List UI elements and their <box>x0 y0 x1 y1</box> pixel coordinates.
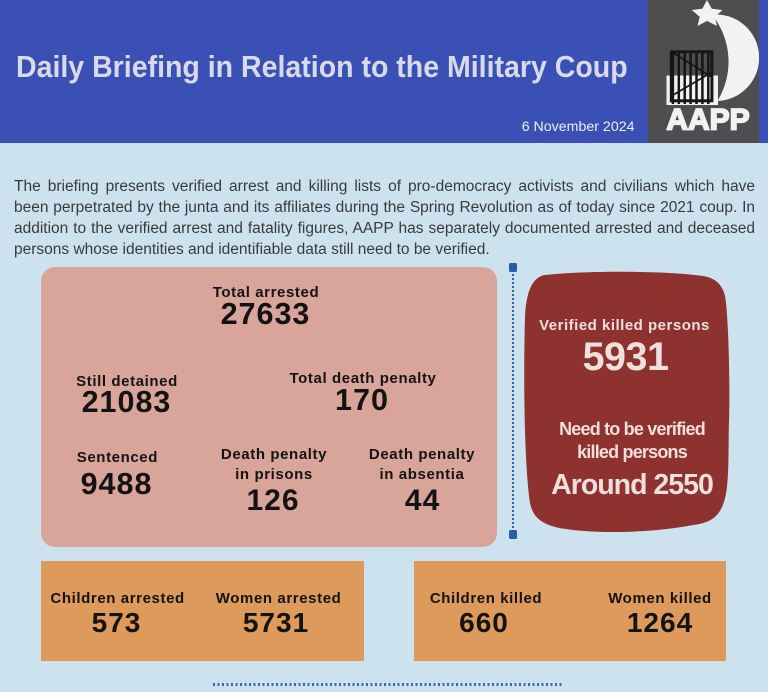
svg-text:AAPP: AAPP <box>666 104 749 137</box>
